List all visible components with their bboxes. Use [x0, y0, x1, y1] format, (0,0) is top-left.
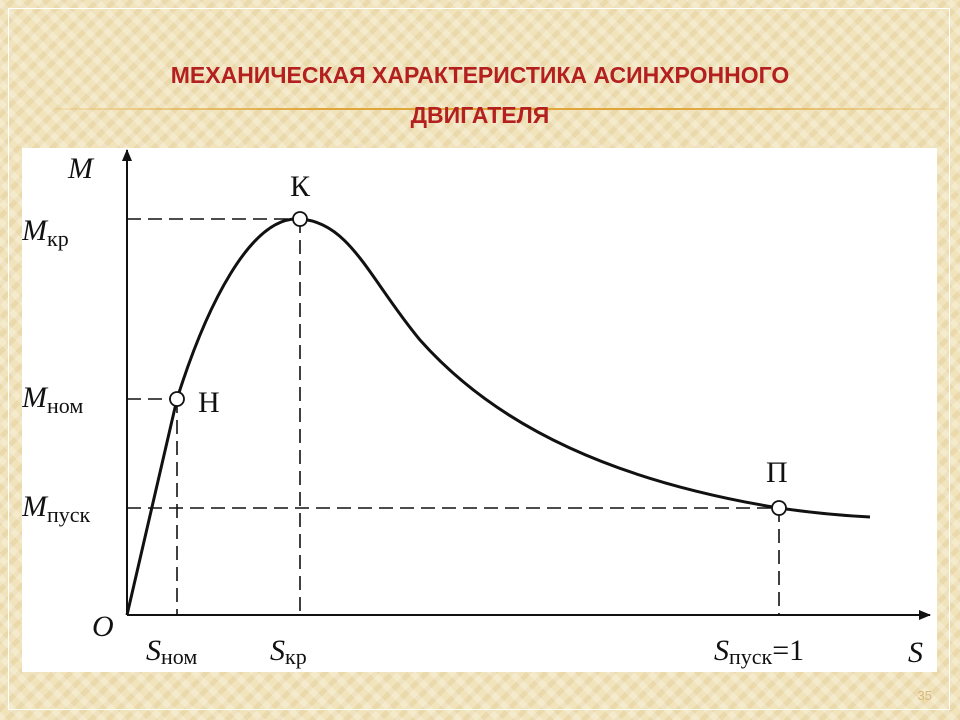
x-level-label: Sкр — [270, 634, 307, 669]
x-level-label: Sном — [146, 634, 197, 669]
point — [169, 391, 185, 407]
diagram: M S O Mкр Mном Mпуск Sном Sкр Sпуск=1 К … — [22, 148, 937, 672]
point — [771, 500, 787, 516]
symbol: M — [22, 490, 49, 523]
subscript: пуск — [47, 502, 91, 527]
origin-label: O — [92, 610, 114, 643]
symbol: S — [146, 634, 161, 667]
subscript: пуск — [729, 644, 773, 669]
x-axis-label: S — [908, 636, 923, 669]
subscript: кр — [285, 644, 307, 669]
characteristic-curve — [125, 217, 871, 616]
symbol: M — [22, 381, 49, 414]
point-label: К — [290, 170, 311, 203]
x-level-label: Sпуск=1 — [714, 634, 804, 669]
symbol: S — [714, 634, 729, 667]
subscript: ном — [161, 644, 197, 669]
title-line: ДВИГАТЕЛЯ — [410, 102, 550, 128]
suffix: =1 — [772, 634, 804, 667]
point — [292, 211, 308, 227]
y-level-label: Mпуск — [22, 490, 91, 527]
y-level-label: Mкр — [22, 214, 69, 251]
title-line: МЕХАНИЧЕСКАЯ ХАРАКТЕРИСТИКА АСИНХРОННОГО — [170, 62, 790, 88]
subscript: ном — [47, 393, 83, 418]
point-label: Н — [198, 386, 220, 419]
title-rule — [55, 108, 945, 110]
y-level-label: Mном — [22, 381, 83, 418]
symbol: S — [270, 634, 285, 667]
subscript: кр — [47, 226, 69, 251]
frame — [8, 8, 950, 710]
slide-number: 35 — [917, 688, 932, 703]
symbol: M — [22, 214, 49, 247]
y-axis-label: M — [67, 152, 95, 185]
point-label: П — [766, 456, 788, 489]
